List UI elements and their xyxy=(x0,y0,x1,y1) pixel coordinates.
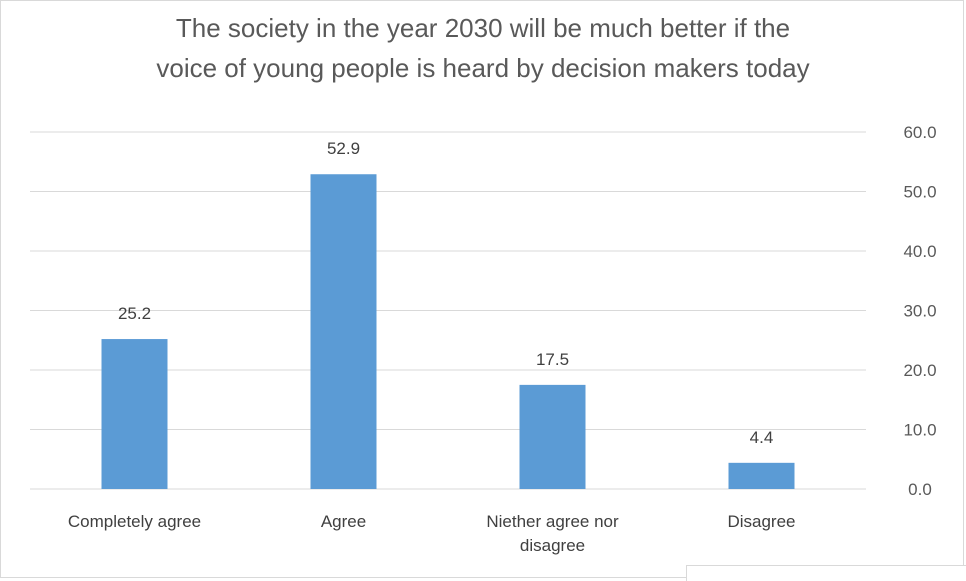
x-tick-label-3-line-0: Disagree xyxy=(727,512,795,531)
y-tick-label-3: 30.0 xyxy=(903,302,936,321)
y-tick-label-0: 0.0 xyxy=(908,480,932,499)
data-label-2: 17.5 xyxy=(536,350,569,369)
bar-1 xyxy=(310,174,377,489)
y-tick-label-4: 40.0 xyxy=(903,242,936,261)
bar-2 xyxy=(519,384,586,489)
chart-title-line-2: voice of young people is heard by decisi… xyxy=(156,53,810,83)
x-tick-label-2: Niether agree nor disagree xyxy=(486,512,619,555)
y-tick-label-2: 20.0 xyxy=(903,361,936,380)
x-tick-label-0-line-0: Completely agree xyxy=(68,512,201,531)
x-tick-label-1-line-0: Agree xyxy=(321,512,366,531)
x-tick-label-2-line-1: disagree xyxy=(520,536,585,555)
data-label-1: 52.9 xyxy=(327,139,360,158)
y-tick-label-6: 60.0 xyxy=(903,123,936,142)
y-tick-label-1: 10.0 xyxy=(903,421,936,440)
x-tick-label-3: Disagree xyxy=(727,512,795,531)
chart-title: The society in the year 2030 will be muc… xyxy=(0,8,966,88)
chart-title-line-1: The society in the year 2030 will be muc… xyxy=(175,13,791,43)
bar-3 xyxy=(728,462,795,489)
y-tick-label-5: 50.0 xyxy=(903,183,936,202)
x-tick-label-2-line-0: Niether agree nor xyxy=(486,512,619,531)
corner-notch xyxy=(686,565,966,581)
data-label-0: 25.2 xyxy=(118,304,151,323)
bar-0 xyxy=(101,339,168,489)
x-tick-label-0: Completely agree xyxy=(68,512,201,531)
x-tick-label-1: Agree xyxy=(321,512,366,531)
data-label-3: 4.4 xyxy=(750,428,774,447)
